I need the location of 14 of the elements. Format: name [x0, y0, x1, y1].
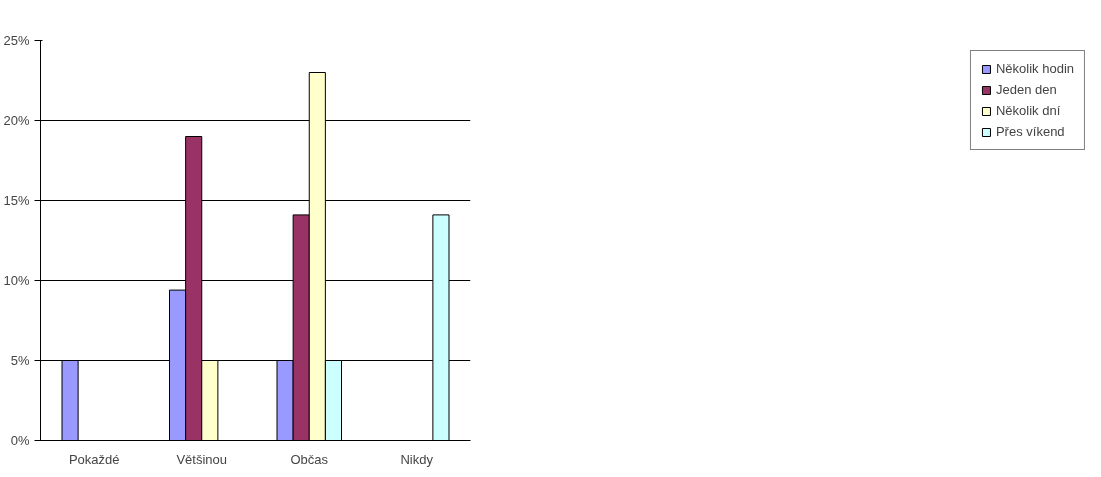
x-tick-label: Pokaždé	[68, 451, 120, 467]
x-tick-label: Občas	[290, 451, 329, 467]
x-tick-label: Většinou	[176, 451, 228, 467]
legend-label: Několik dní	[995, 103, 1061, 118]
y-tick-label: 25%	[3, 33, 30, 48]
y-tick-label: 5%	[10, 353, 30, 368]
legend-label: Jeden den	[995, 82, 1057, 97]
y-tick-label: 0%	[10, 433, 30, 448]
legend-label: Několik hodin	[995, 61, 1074, 76]
legend-label: Přes víkend	[995, 124, 1065, 139]
x-tick-label: Nikdy	[400, 451, 434, 467]
y-tick-label: 20%	[3, 113, 30, 128]
y-tick-label: 10%	[3, 273, 30, 288]
y-tick-label: 15%	[3, 193, 30, 208]
